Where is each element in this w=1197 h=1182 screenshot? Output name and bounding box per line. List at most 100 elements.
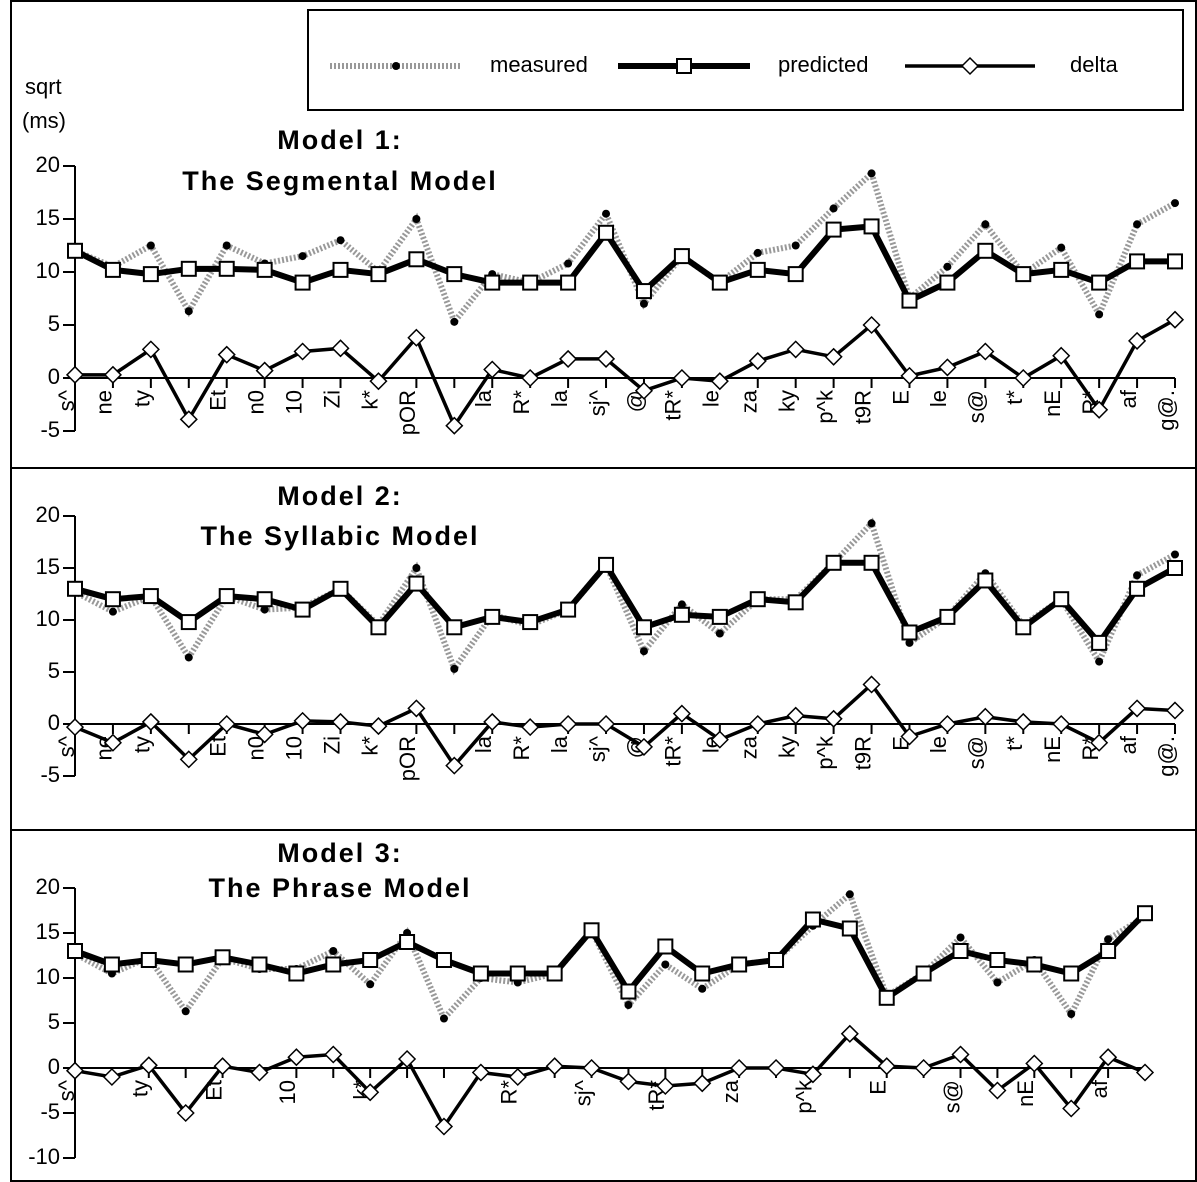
data-point bbox=[583, 922, 600, 939]
data-point bbox=[845, 890, 854, 899]
data-point bbox=[1014, 712, 1033, 731]
data-point bbox=[620, 983, 637, 1000]
data-point bbox=[596, 714, 616, 734]
data-point bbox=[787, 266, 804, 283]
data-point bbox=[753, 248, 762, 257]
data-point bbox=[288, 965, 305, 982]
data-point bbox=[250, 1063, 269, 1082]
x-tick-label: ty bbox=[130, 736, 155, 753]
data-point bbox=[938, 358, 957, 377]
legend-marker bbox=[960, 56, 980, 76]
data-point bbox=[867, 169, 876, 178]
data-point bbox=[1026, 956, 1043, 973]
x-tick-label: g@. bbox=[1154, 736, 1179, 777]
data-point bbox=[142, 266, 159, 283]
data-point bbox=[977, 242, 994, 259]
data-point bbox=[1053, 261, 1070, 278]
data-point bbox=[711, 608, 728, 625]
data-point bbox=[213, 1057, 232, 1076]
data-point bbox=[1135, 1063, 1155, 1082]
x-tick-label: le bbox=[926, 736, 951, 753]
x-tick-label: g@. bbox=[1154, 390, 1179, 431]
data-point bbox=[1129, 580, 1146, 597]
x-tick-label: Zi bbox=[319, 736, 344, 754]
data-point bbox=[67, 943, 83, 959]
data-point bbox=[483, 360, 502, 379]
data-point bbox=[362, 952, 379, 968]
series-line bbox=[73, 223, 1175, 305]
data-point bbox=[1171, 550, 1179, 559]
y-tick-label: -5 bbox=[40, 762, 60, 787]
data-point bbox=[564, 259, 573, 268]
data-point bbox=[1167, 253, 1183, 270]
data-point bbox=[217, 714, 236, 734]
x-tick-label: af bbox=[1087, 1079, 1112, 1098]
data-point bbox=[596, 349, 616, 368]
data-point bbox=[67, 242, 83, 259]
x-tick-label: E bbox=[866, 1080, 891, 1095]
data-point bbox=[445, 416, 464, 435]
data-point bbox=[1091, 634, 1108, 651]
data-point bbox=[255, 361, 274, 380]
x-tick-label: k* bbox=[357, 390, 382, 410]
data-point bbox=[1165, 701, 1185, 720]
x-tick-label: k* bbox=[357, 736, 382, 756]
data-point bbox=[434, 1117, 454, 1136]
data-point bbox=[1053, 591, 1070, 608]
data-point bbox=[446, 619, 463, 636]
data-point bbox=[766, 1058, 786, 1078]
data-point bbox=[951, 1045, 970, 1064]
data-point bbox=[522, 614, 539, 631]
data-point bbox=[988, 1081, 1007, 1100]
data-point bbox=[521, 368, 540, 388]
data-point bbox=[65, 365, 85, 384]
data-point bbox=[1095, 657, 1104, 666]
data-point bbox=[862, 675, 881, 694]
x-tick-label: la bbox=[547, 389, 572, 407]
y-tick-label: 10 bbox=[36, 258, 60, 283]
chart-title: The Syllabic Model bbox=[200, 521, 479, 551]
data-point bbox=[1090, 733, 1109, 752]
legend-label: measured bbox=[490, 52, 588, 77]
data-point bbox=[1052, 346, 1071, 365]
data-point bbox=[1133, 571, 1142, 580]
data-point bbox=[1057, 243, 1066, 252]
data-point bbox=[407, 328, 426, 347]
data-point bbox=[472, 965, 489, 982]
x-tick-label: pOR bbox=[395, 390, 420, 435]
data-point bbox=[104, 591, 121, 608]
data-point bbox=[731, 956, 748, 973]
y-tick-label: -10 bbox=[28, 1144, 60, 1169]
data-point bbox=[545, 1057, 564, 1076]
data-point bbox=[332, 580, 349, 597]
x-tick-label: t9R bbox=[850, 390, 875, 424]
data-point bbox=[1099, 1048, 1118, 1067]
data-point bbox=[412, 215, 421, 223]
legend-label: delta bbox=[1070, 52, 1118, 77]
data-point bbox=[446, 266, 463, 283]
data-point bbox=[1063, 965, 1080, 982]
data-point bbox=[824, 347, 843, 366]
data-point bbox=[748, 351, 767, 371]
data-point bbox=[293, 711, 312, 730]
data-point bbox=[639, 647, 648, 656]
data-point bbox=[369, 372, 388, 391]
x-tick-label: sj^ bbox=[585, 389, 610, 416]
x-tick-label: Et bbox=[206, 736, 231, 757]
x-tick-label: za bbox=[718, 1079, 743, 1103]
frame bbox=[10, 0, 1197, 1182]
data-point bbox=[1015, 619, 1032, 636]
x-tick-label: nE bbox=[1013, 1080, 1038, 1107]
chart-title: Model 3: bbox=[277, 838, 403, 868]
data-point bbox=[184, 307, 193, 316]
x-tick-label: af bbox=[1116, 389, 1141, 408]
x-tick-label: ky bbox=[775, 390, 800, 412]
x-tick-label: R* bbox=[509, 736, 534, 761]
data-point bbox=[804, 911, 821, 928]
data-point bbox=[791, 241, 800, 250]
data-point bbox=[508, 1067, 527, 1087]
y-tick-label: 10 bbox=[36, 964, 60, 989]
data-point bbox=[1128, 331, 1147, 350]
data-point bbox=[749, 591, 766, 608]
